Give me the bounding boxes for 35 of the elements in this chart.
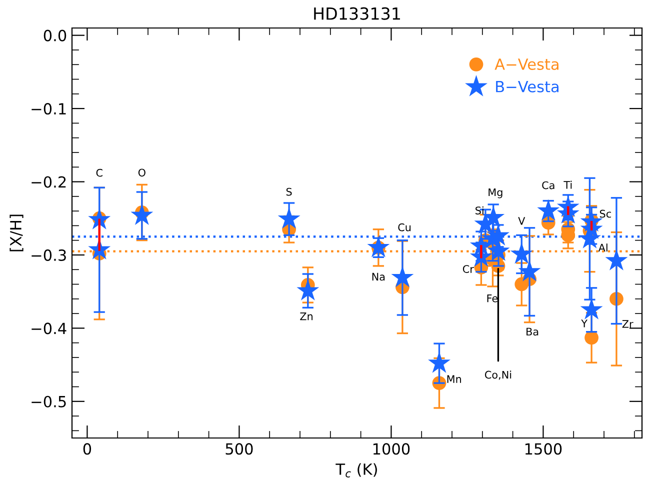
x-tick-label: 0 bbox=[83, 443, 92, 455]
annotation: Mg bbox=[488, 188, 502, 198]
annotation: Y bbox=[581, 320, 588, 328]
annotation: V bbox=[518, 217, 526, 225]
x-tick-label: 500 bbox=[226, 443, 253, 455]
annotation: Mn bbox=[447, 375, 462, 383]
chart-title: HD133131 bbox=[314, 7, 400, 20]
annotation: Ba bbox=[526, 328, 538, 336]
annotation: Co,Ni bbox=[484, 370, 512, 380]
annotation: Zr bbox=[622, 320, 634, 328]
annotation: Na bbox=[372, 272, 385, 281]
annotation: Zn bbox=[300, 312, 312, 320]
annotation: Fe bbox=[487, 294, 498, 302]
annotation: Al bbox=[598, 244, 608, 252]
x-tick-label: 1000 bbox=[373, 443, 410, 455]
annotation: Ti bbox=[564, 180, 572, 189]
y-tick-label: −0.1 bbox=[32, 103, 66, 115]
y-axis-title: [X/H] bbox=[10, 214, 24, 252]
annotation: Cu bbox=[398, 223, 411, 232]
annotation: O bbox=[138, 168, 146, 177]
annotation: Si bbox=[476, 206, 484, 214]
annotation: Ca bbox=[542, 181, 554, 190]
y-tick-label: −0.4 bbox=[32, 322, 66, 334]
annotation: Sc bbox=[600, 210, 611, 218]
annotation: Cr bbox=[462, 265, 474, 273]
legend-label: B−Vesta bbox=[496, 81, 558, 92]
y-tick-label: 0.0 bbox=[44, 30, 66, 42]
annotation: C bbox=[96, 168, 102, 177]
legend-label: A−Vesta bbox=[494, 58, 558, 70]
annotation: S bbox=[286, 188, 292, 196]
y-tick-label: −0.2 bbox=[32, 176, 66, 188]
y-tick-label: −0.3 bbox=[32, 249, 66, 261]
y-tick-label: −0.5 bbox=[32, 396, 66, 408]
x-axis-title: T$_{c}$ (K) bbox=[336, 463, 377, 478]
x-tick-label: 1500 bbox=[525, 443, 562, 455]
